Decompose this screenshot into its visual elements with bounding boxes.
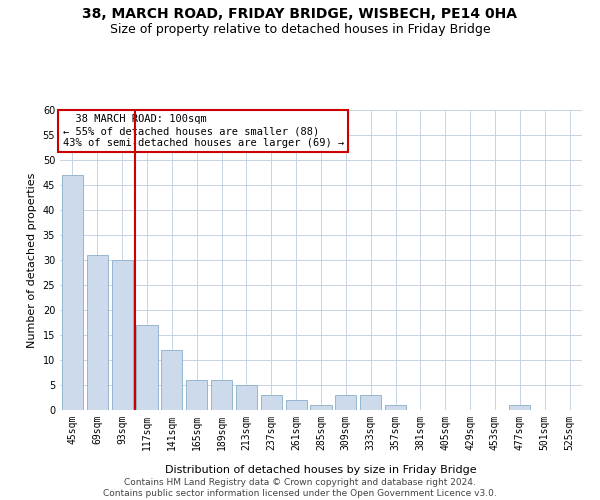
Bar: [186, 380, 207, 410]
Bar: [62, 175, 83, 410]
Text: 38, MARCH ROAD, FRIDAY BRIDGE, WISBECH, PE14 0HA: 38, MARCH ROAD, FRIDAY BRIDGE, WISBECH, …: [83, 8, 517, 22]
Bar: [385, 405, 406, 410]
Bar: [261, 395, 282, 410]
Bar: [112, 260, 133, 410]
Bar: [286, 400, 307, 410]
Y-axis label: Number of detached properties: Number of detached properties: [27, 172, 37, 348]
Text: Contains HM Land Registry data © Crown copyright and database right 2024.
Contai: Contains HM Land Registry data © Crown c…: [103, 478, 497, 498]
Bar: [161, 350, 182, 410]
Bar: [509, 405, 530, 410]
Bar: [360, 395, 381, 410]
Bar: [310, 405, 332, 410]
Bar: [136, 325, 158, 410]
Bar: [335, 395, 356, 410]
Bar: [211, 380, 232, 410]
Text: Distribution of detached houses by size in Friday Bridge: Distribution of detached houses by size …: [165, 465, 477, 475]
Bar: [236, 385, 257, 410]
Text: 38 MARCH ROAD: 100sqm  
← 55% of detached houses are smaller (88)
43% of semi-de: 38 MARCH ROAD: 100sqm ← 55% of detached …: [62, 114, 344, 148]
Text: Size of property relative to detached houses in Friday Bridge: Size of property relative to detached ho…: [110, 22, 490, 36]
Bar: [87, 255, 108, 410]
